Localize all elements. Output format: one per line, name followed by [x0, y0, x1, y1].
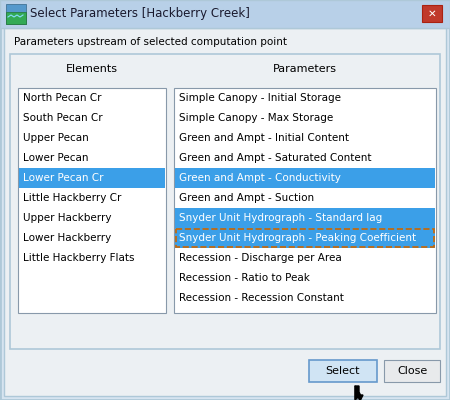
Text: Green and Ampt - Initial Content: Green and Ampt - Initial Content	[179, 133, 349, 143]
Text: Select: Select	[326, 366, 360, 376]
Text: South Pecan Cr: South Pecan Cr	[23, 113, 103, 123]
Text: Parameters: Parameters	[273, 64, 337, 74]
Text: Upper Pecan: Upper Pecan	[23, 133, 89, 143]
Text: Little Hackberry Cr: Little Hackberry Cr	[23, 193, 122, 203]
Bar	[175, 228, 435, 248]
Bar	[175, 208, 435, 228]
Text: Simple Canopy - Max Storage: Simple Canopy - Max Storage	[179, 113, 333, 123]
Bar	[6, 12, 26, 24]
Text: Snyder Unit Hydrograph - Standard lag: Snyder Unit Hydrograph - Standard lag	[179, 213, 382, 223]
Bar	[0, 0, 450, 28]
Bar	[174, 88, 436, 313]
Bar	[10, 54, 440, 349]
Text: Lower Pecan: Lower Pecan	[23, 153, 89, 163]
Bar	[6, 4, 26, 24]
Bar	[175, 168, 435, 188]
Bar	[309, 360, 377, 382]
Bar	[176, 229, 434, 247]
Bar	[18, 88, 166, 313]
Text: Lower Hackberry: Lower Hackberry	[23, 233, 111, 243]
Text: North Pecan Cr: North Pecan Cr	[23, 93, 102, 103]
Text: Simple Canopy - Initial Storage: Simple Canopy - Initial Storage	[179, 93, 341, 103]
Text: Recession - Discharge per Area: Recession - Discharge per Area	[179, 253, 342, 263]
Text: Green and Ampt - Suction: Green and Ampt - Suction	[179, 193, 314, 203]
Text: Recession - Recession Constant: Recession - Recession Constant	[179, 293, 344, 303]
Text: Lower Pecan Cr: Lower Pecan Cr	[23, 173, 104, 183]
Polygon shape	[355, 386, 363, 400]
Text: Parameters upstream of selected computation point: Parameters upstream of selected computat…	[14, 37, 287, 47]
Text: Select Parameters [Hackberry Creek]: Select Parameters [Hackberry Creek]	[30, 8, 250, 20]
Text: Close: Close	[397, 366, 427, 376]
Bar	[19, 168, 165, 188]
Text: ✕: ✕	[428, 8, 436, 18]
Bar	[384, 360, 440, 382]
Text: Elements: Elements	[66, 64, 118, 74]
Text: Little Hackberry Flats: Little Hackberry Flats	[23, 253, 135, 263]
Text: Recession - Ratio to Peak: Recession - Ratio to Peak	[179, 273, 310, 283]
Text: Green and Ampt - Saturated Content: Green and Ampt - Saturated Content	[179, 153, 372, 163]
Text: Snyder Unit Hydrograph - Peaking Coefficient: Snyder Unit Hydrograph - Peaking Coeffic…	[179, 233, 416, 243]
Text: Upper Hackberry: Upper Hackberry	[23, 213, 112, 223]
Text: Green and Ampt - Conductivity: Green and Ampt - Conductivity	[179, 173, 341, 183]
Bar	[422, 5, 442, 22]
